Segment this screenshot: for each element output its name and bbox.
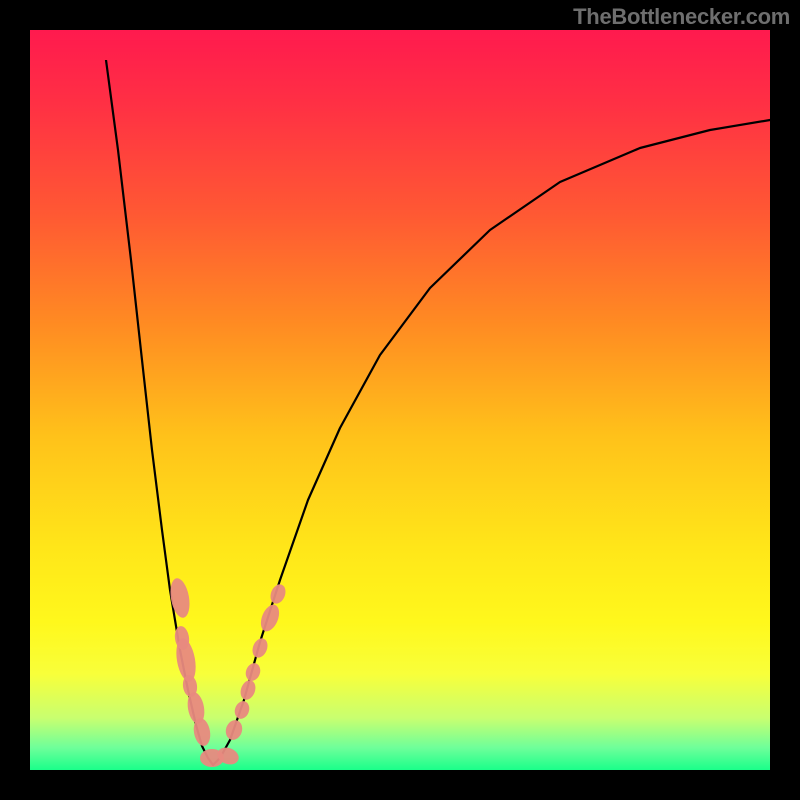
- watermark-text: TheBottlenecker.com: [573, 4, 790, 30]
- bottleneck-chart: [0, 0, 800, 800]
- chart-background: [30, 30, 770, 770]
